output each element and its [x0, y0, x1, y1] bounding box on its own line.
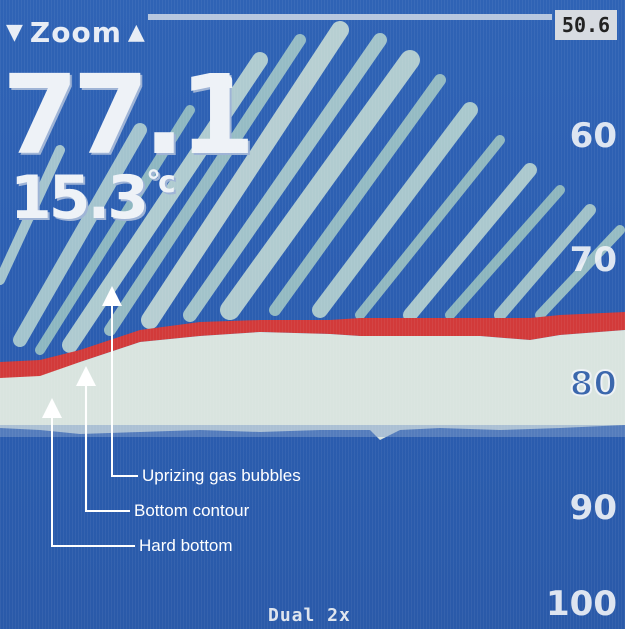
temperature-readout: 15.3°c: [10, 165, 176, 229]
hard-bottom-region: [0, 330, 625, 440]
annotation-hard-bottom: Hard bottom: [139, 536, 233, 555]
bottom-contour-leader: [76, 366, 130, 512]
range-value: 50.6: [555, 10, 617, 40]
temperature-unit: °c: [146, 165, 176, 200]
depth-scale-90: 90: [569, 488, 617, 528]
zoom-down-icon[interactable]: ▼: [6, 20, 24, 45]
depth-scale-80: 80: [569, 363, 618, 405]
gas-bubble-streaks: [0, 21, 625, 355]
depth-readout: 77.1: [2, 51, 255, 179]
bottom-contour-band: [0, 312, 625, 380]
depth-scale-60: 60: [569, 116, 617, 156]
depth-unit: m: [214, 68, 234, 93]
annotation-gas-bubbles: Uprizing gas bubbles: [142, 466, 301, 485]
top-range-bar: [148, 14, 552, 20]
zoom-label: Zoom: [29, 16, 122, 49]
zoom-up-icon[interactable]: ▲: [127, 20, 146, 45]
display-mode-label: Dual 2x: [268, 605, 351, 626]
temperature-value: 15.3: [10, 163, 149, 233]
annotation-bottom-contour: Bottom contour: [134, 501, 250, 520]
depth-scale-70: 70: [569, 240, 617, 280]
sub-bottom-shading: [0, 425, 625, 437]
gas-bubbles-leader: [102, 286, 138, 477]
zoom-control[interactable]: ▼ Zoom ▲: [6, 16, 146, 49]
depth-scale-100: 100: [546, 584, 617, 624]
hard-bottom-leader: [42, 398, 135, 547]
